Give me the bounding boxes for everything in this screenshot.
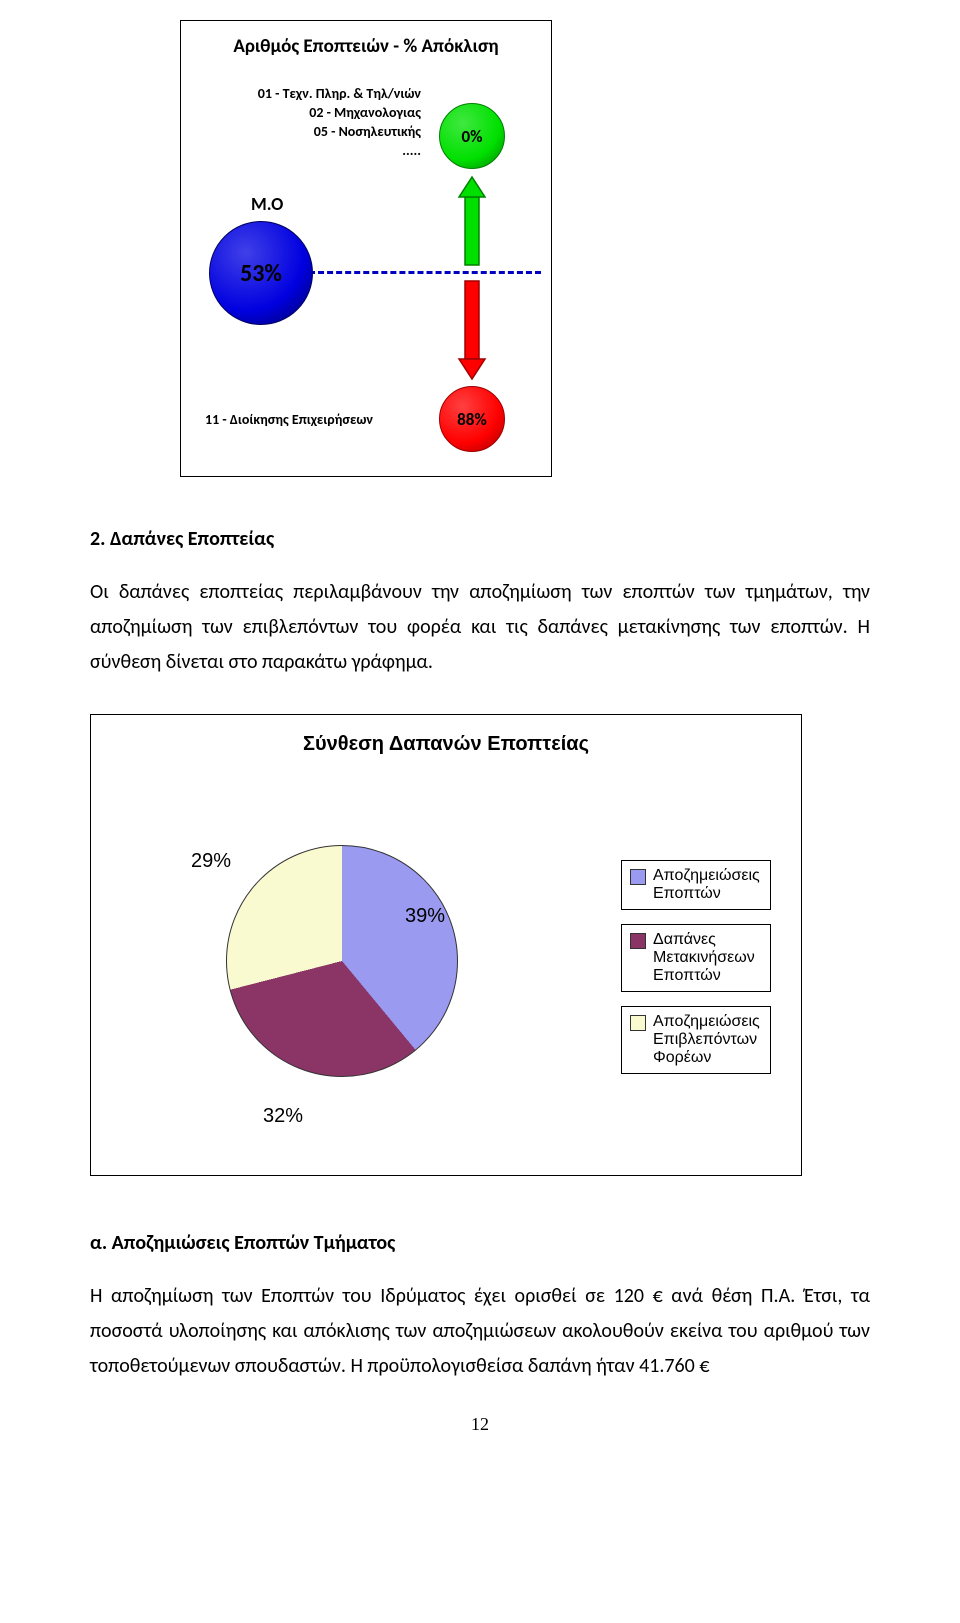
section2-paragraph: Οι δαπάνες εποπτείας περιλαμβάνουν την α… [90,575,870,680]
legend-text: Δαπάνες Μετακινήσεων Εποπτών [653,931,762,985]
red-node: 88% [439,386,505,452]
legend-text: Αποζημειώσεις Εποπτών [653,867,762,903]
pct-label-32: 32% [263,1105,303,1128]
diagram1-list: 01 - Τεχν. Πληρ. & Τηλ/νιών 02 - Μηχανολ… [211,85,421,161]
list-line: ..... [211,142,421,161]
subsection-a-heading: α. Αποζημιώσεις Εποπτών Τμήματος [90,1231,870,1255]
pct-label-39: 39% [405,905,445,928]
legend: Αποζημειώσεις Εποπτών Δαπάνες Μετακινήσε… [621,860,771,1088]
pie-chart [226,845,458,1077]
mean-dash-line [309,271,541,274]
legend-swatch [630,1015,646,1031]
diagram1-title: Αριθμός Εποπτειών - % Απόκλιση [181,21,551,58]
pct-label-29: 29% [191,850,231,873]
list-line: 01 - Τεχν. Πληρ. & Τηλ/νιών [211,85,421,104]
legend-swatch [630,933,646,949]
legend-text: Αποζημειώσεις Επιβλεπόντων Φορέων [653,1013,762,1067]
diagram2-title: Σύνθεση Δαπανών Εποπτείας [91,715,801,756]
legend-item: Δαπάνες Μετακινήσεων Εποπτών [621,924,771,992]
list-line: 02 - Μηχανολογιας [211,104,421,123]
subsection-a-paragraph: Η αποζημίωση των Εποπτών του Ιδρύματος έ… [90,1279,870,1384]
green-node: 0% [439,103,505,169]
legend-item: Αποζημειώσεις Επιβλεπόντων Φορέων [621,1006,771,1074]
diagram1-bottom-label: 11 - Διοίκησης Επιχειρήσεων [205,411,373,428]
pie-chart-box: Σύνθεση Δαπανών Εποπτείας 29% 39% 32% Απ… [90,714,802,1176]
section2-heading: 2. Δαπάνες Εποπτείας [90,527,870,551]
mo-label: Μ.Ο [251,193,283,215]
blue-node: 53% [209,221,313,325]
deviation-diagram: Αριθμός Εποπτειών - % Απόκλιση 01 - Τεχν… [180,20,552,477]
list-line: 05 - Νοσηλευτικής [211,123,421,142]
red-node-text: 88% [457,409,487,430]
legend-item: Αποζημειώσεις Εποπτών [621,860,771,910]
blue-node-text: 53% [240,259,282,288]
green-node-text: 0% [461,126,482,147]
legend-swatch [630,869,646,885]
page-number: 12 [90,1414,870,1435]
